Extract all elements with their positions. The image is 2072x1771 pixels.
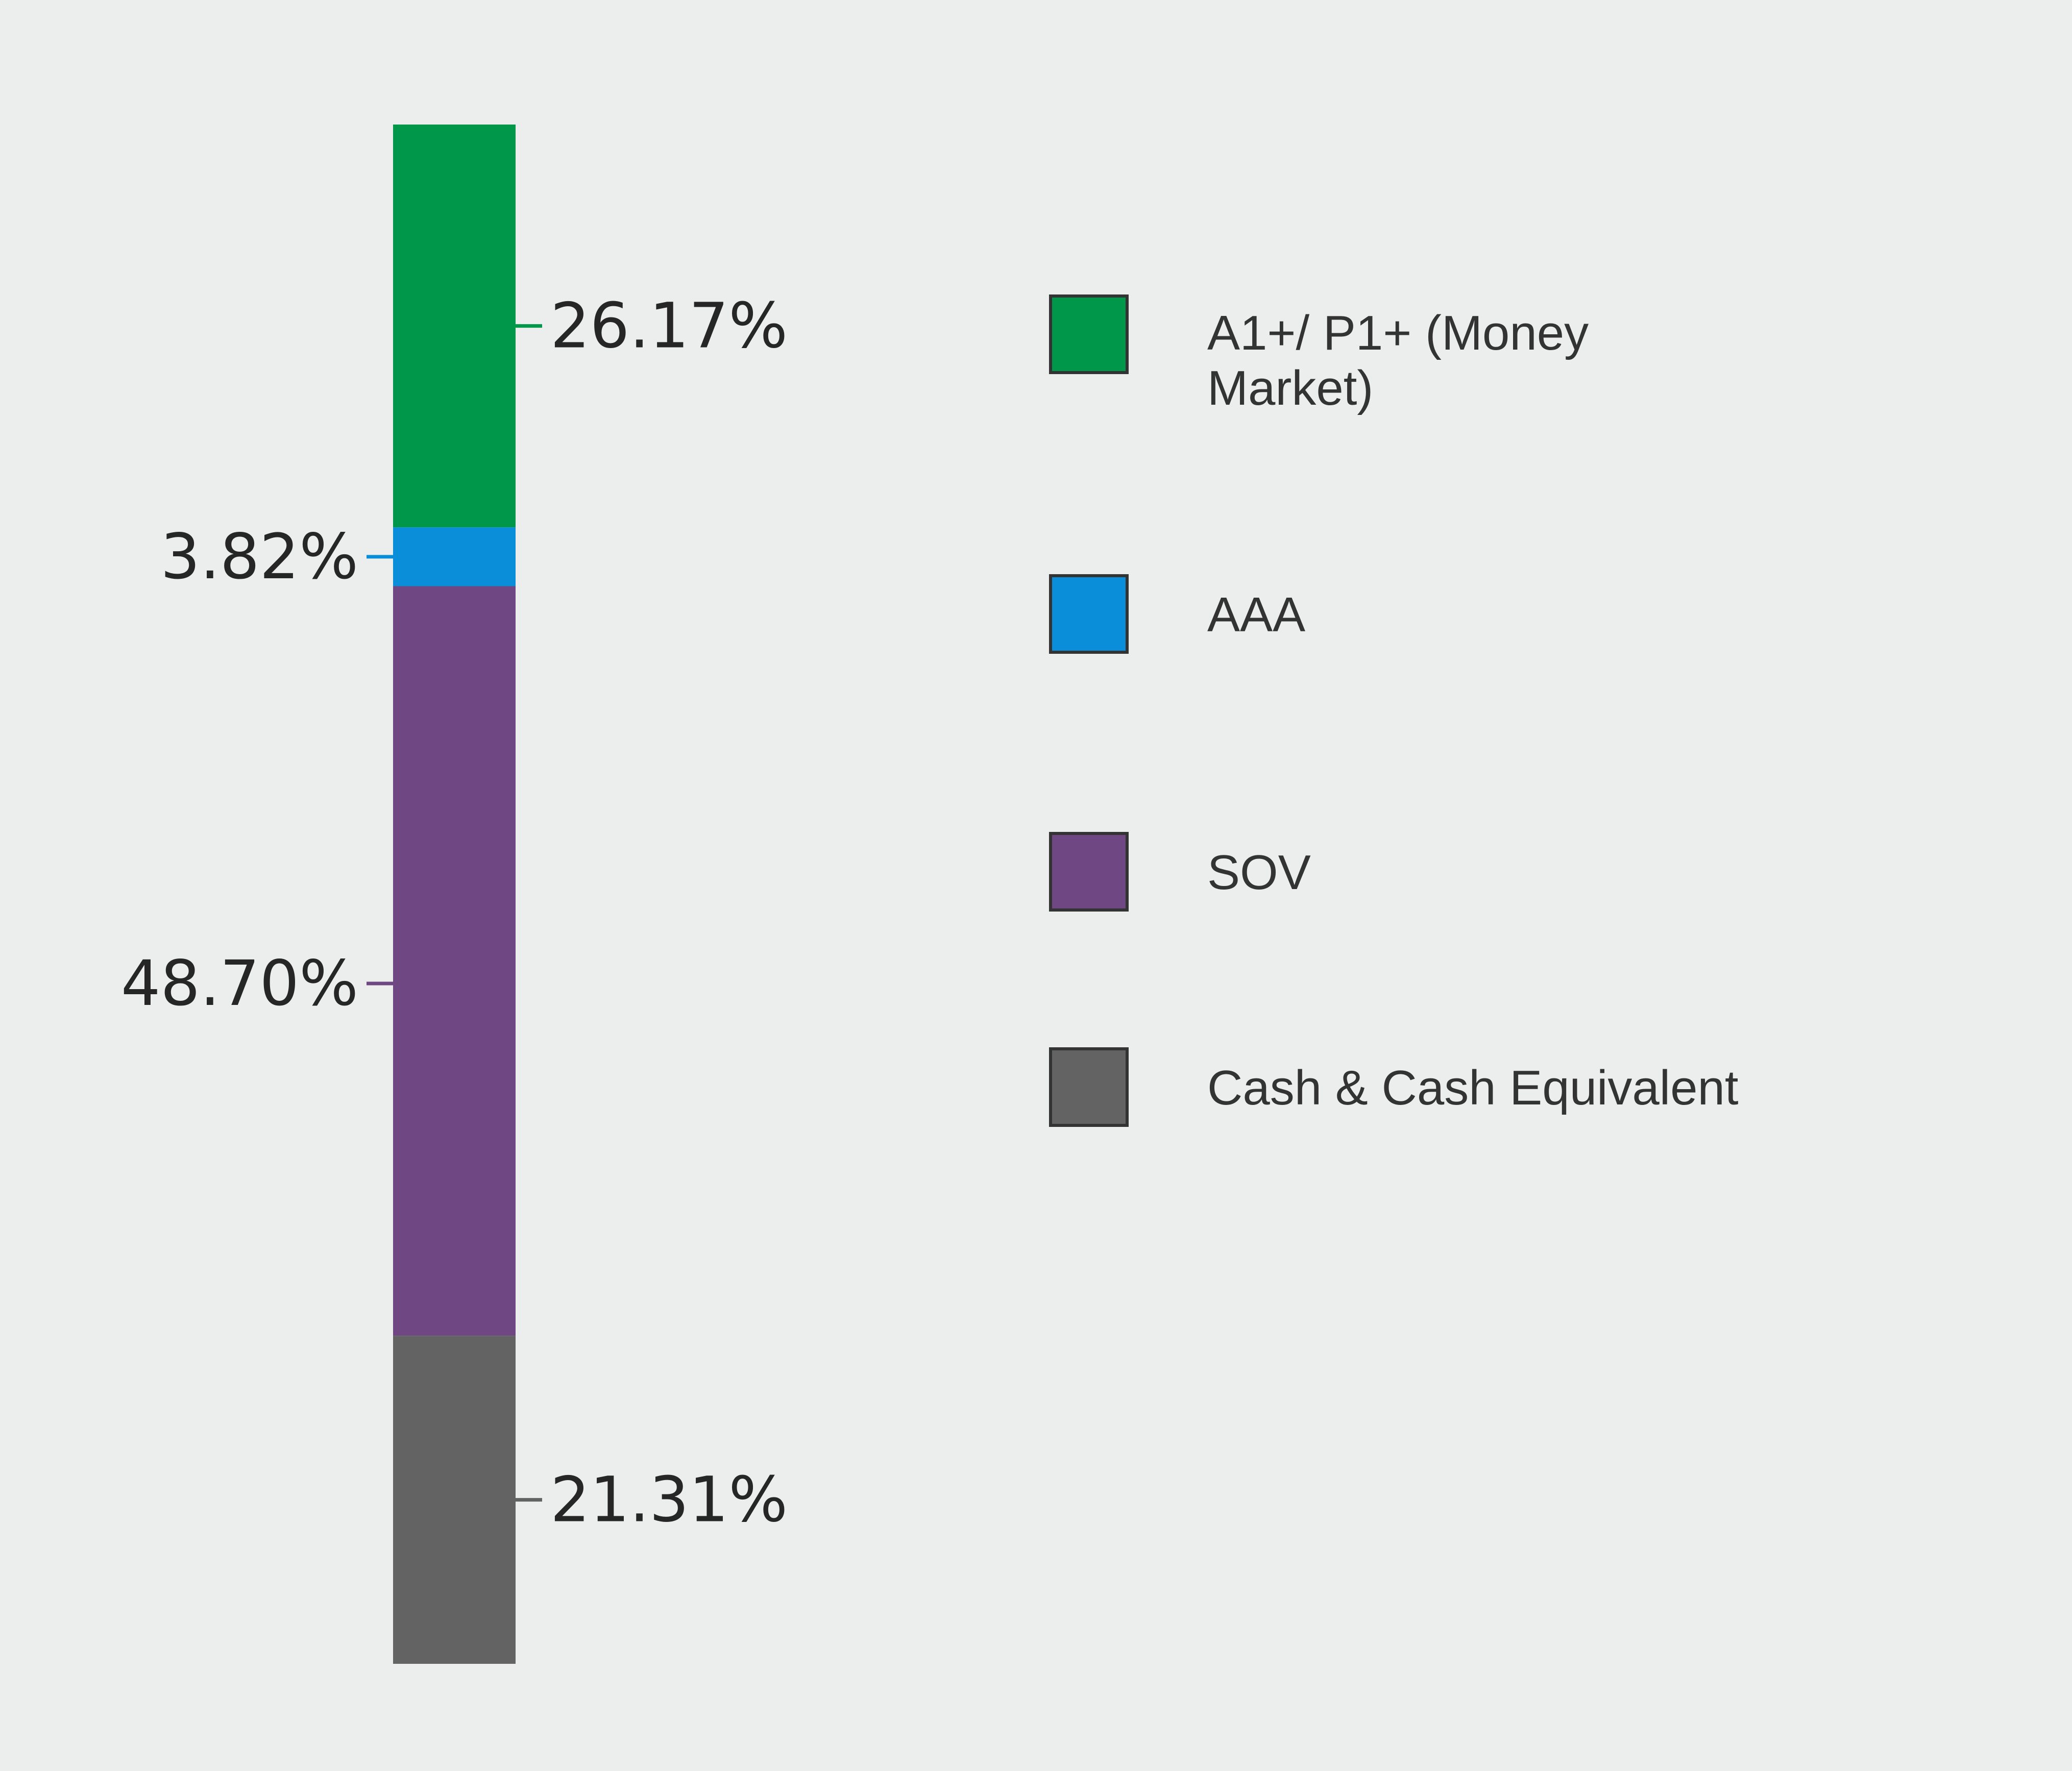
legend-swatch-a1-p1-money-market: [1049, 294, 1129, 374]
data-label-a1-p1-money-market: 26.17%: [550, 290, 788, 362]
legend-item-sov: SOV: [1049, 832, 1311, 912]
legend-swatch-aaa: [1049, 574, 1129, 654]
legend-label-a1-p1-money-market-line-1: A1+/ P1+ (Money: [1207, 306, 1589, 360]
legend-swatch-cash-cash-equivalent: [1049, 1047, 1129, 1127]
legend-label-aaa: AAA: [1207, 587, 1305, 642]
legend-item-cash-cash-equivalent: Cash & Cash Equivalent: [1049, 1047, 1739, 1127]
bar-group: [393, 125, 516, 1664]
legend-item-aaa: AAA: [1049, 574, 1305, 654]
bar-segment-sov: [393, 586, 516, 1336]
legend-swatch-sov: [1049, 832, 1129, 912]
legend-label-cash-cash-equivalent: Cash & Cash Equivalent: [1207, 1061, 1739, 1115]
data-label-cash-cash-equivalent: 21.31%: [550, 1464, 788, 1536]
legend-label-sov: SOV: [1207, 845, 1311, 900]
legend-label-a1-p1-money-market-line-2: Market): [1207, 361, 1373, 415]
data-label-aaa: 3.82%: [160, 521, 358, 593]
bar-segment-cash-cash-equivalent: [393, 1336, 516, 1664]
bar-segment-aaa: [393, 527, 516, 586]
data-label-sov: 48.70%: [121, 947, 358, 1020]
bar-segment-a1-p1-money-market: [393, 125, 516, 528]
label-group: 26.17% 3.82% 48.70% 21.31%: [121, 290, 788, 1536]
